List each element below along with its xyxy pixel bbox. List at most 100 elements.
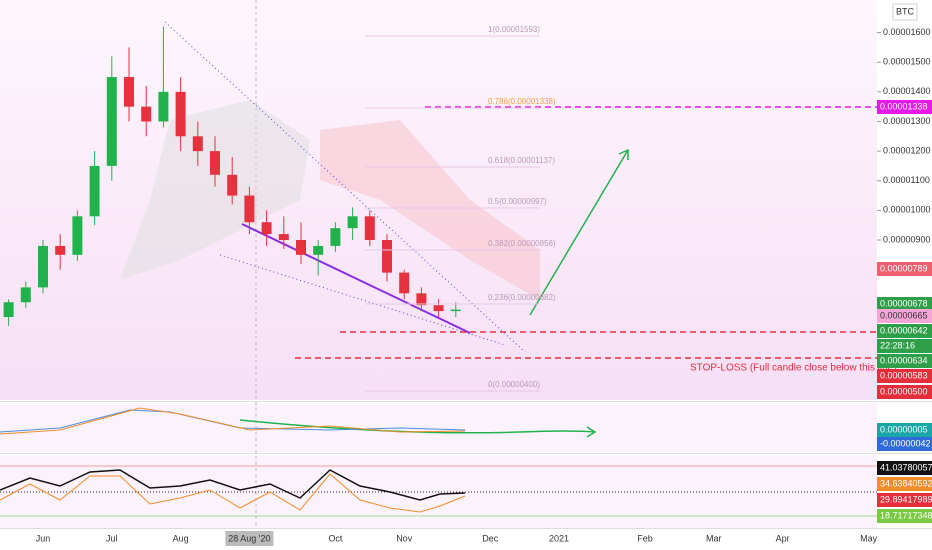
y-tick-label: 0.00001000 bbox=[883, 205, 931, 215]
fib-label: 1(0.00001593) bbox=[488, 25, 540, 34]
price-tag-label: 0.00000634 bbox=[880, 355, 928, 365]
candle-body bbox=[364, 216, 375, 240]
price-tag-bg bbox=[877, 262, 932, 276]
x-tick-label: 2021 bbox=[549, 533, 569, 543]
price-tag-label: 0.00001338 bbox=[880, 101, 928, 111]
crosshair-date-box bbox=[225, 531, 274, 546]
price-tag-label: 18.71717348 bbox=[880, 510, 932, 520]
arrow-head bbox=[618, 148, 629, 160]
x-tick-label: Aug bbox=[173, 533, 189, 543]
candle-body bbox=[261, 222, 272, 235]
x-tick-label: Dec bbox=[482, 533, 499, 543]
support-line bbox=[241, 223, 471, 334]
price-tag: 22:28:16 bbox=[877, 339, 932, 353]
price-tag-bg bbox=[877, 493, 932, 507]
currency-badge bbox=[892, 3, 918, 21]
x-tick-label: 28 Aug '20 bbox=[228, 533, 270, 543]
price-tag: 0.00000678 bbox=[877, 297, 932, 311]
x-tick-label: May bbox=[860, 533, 878, 543]
candle-body bbox=[20, 287, 31, 303]
rsi-line bbox=[0, 469, 466, 501]
price-tag-bg bbox=[877, 369, 932, 383]
x-tick-label: Nov bbox=[396, 533, 413, 543]
y-tick-label: 0.00000900 bbox=[883, 234, 931, 244]
candle-body bbox=[416, 293, 427, 306]
x-tick-label: Oct bbox=[328, 533, 343, 543]
x-tick-label: Feb bbox=[637, 533, 653, 543]
price-tag-bg bbox=[877, 477, 932, 491]
price-tag: -0.00000042 bbox=[877, 437, 932, 451]
price-tag: 0.00000642 bbox=[877, 324, 932, 338]
price-tag-label: 0.00000583 bbox=[880, 370, 928, 380]
price-tag-bg bbox=[877, 297, 932, 311]
signal-line bbox=[0, 407, 466, 435]
y-tick-label: 0.00001200 bbox=[883, 145, 931, 155]
x-tick-label: Jun bbox=[36, 533, 51, 543]
price-tag-bg bbox=[877, 324, 932, 338]
candle-body bbox=[89, 165, 100, 217]
price-tag-label: 29.89417989 bbox=[880, 494, 932, 504]
price-tag-bg bbox=[877, 309, 932, 323]
ichimoku-cloud bbox=[320, 120, 540, 300]
price-tag-label: 0.00000789 bbox=[880, 263, 928, 273]
candle-body bbox=[141, 106, 152, 122]
candle-body bbox=[382, 240, 392, 273]
candle-body bbox=[227, 174, 238, 196]
price-tag-bg bbox=[877, 385, 932, 399]
price-tag: 41.03780057 bbox=[877, 461, 932, 475]
fib-label: 0.5(0.00000997) bbox=[488, 197, 547, 206]
price-tag: 0.00000583 bbox=[877, 369, 932, 383]
price-tag-bg bbox=[877, 339, 932, 353]
candle-body bbox=[106, 77, 117, 166]
fib-label: 0(0.00000400) bbox=[488, 380, 540, 389]
currency: BTC bbox=[896, 6, 915, 16]
projection-arrow bbox=[529, 149, 629, 316]
stop-loss-label: STOP-LOSS (Full candle close below this … bbox=[690, 363, 897, 374]
price-tag-label: -0.00000042 bbox=[880, 438, 931, 448]
price-tag-bg bbox=[877, 354, 932, 368]
price-tag: 0.00001338 bbox=[877, 100, 932, 114]
candle-body bbox=[158, 91, 169, 122]
candle-body bbox=[347, 216, 358, 229]
price-tag-bg bbox=[877, 437, 932, 451]
candle-body bbox=[124, 77, 134, 107]
candle-body bbox=[244, 195, 255, 223]
price-tag: 0.00000005 bbox=[877, 423, 932, 437]
price-tag: 0.00000665 bbox=[877, 309, 932, 323]
fib-label: 0.618(0.00001137) bbox=[488, 156, 555, 165]
y-tick-label: 0.00001100 bbox=[883, 175, 930, 185]
ichimoku-cloud bbox=[120, 100, 310, 280]
y-tick-label: 0.00001300 bbox=[883, 116, 931, 126]
candle-body bbox=[330, 228, 341, 246]
candle-body bbox=[55, 245, 66, 255]
x-tick-label: Apr bbox=[776, 533, 790, 543]
trend-line bbox=[164, 21, 526, 353]
price-tag-label: 0.00000678 bbox=[880, 298, 928, 308]
arrow-head bbox=[586, 426, 597, 438]
y-tick-label: 0.00001500 bbox=[883, 57, 931, 67]
candle-body bbox=[296, 240, 306, 255]
candle-body bbox=[3, 302, 14, 318]
candle-body bbox=[433, 305, 444, 312]
candle-body bbox=[210, 151, 220, 175]
candle-body bbox=[192, 136, 203, 152]
fib-label: 0.382(0.00000856) bbox=[488, 239, 556, 248]
y-tick-label: 0.00001600 bbox=[883, 27, 931, 37]
price-tag: 18.71717348 bbox=[877, 509, 932, 523]
fib-label: 0.786(0.00001338) bbox=[488, 97, 556, 106]
candle-body bbox=[450, 309, 461, 312]
price-tag: 0.00000634 bbox=[877, 354, 932, 368]
candle-body bbox=[72, 216, 83, 255]
candle-body bbox=[38, 245, 48, 288]
candle-body bbox=[278, 234, 289, 240]
price-tag: 0.00000789 bbox=[877, 262, 932, 276]
price-tag: 29.89417989 bbox=[877, 493, 932, 507]
price-tag-bg bbox=[877, 509, 932, 523]
price-tag: 0.00000500 bbox=[877, 385, 932, 399]
stoch-line bbox=[0, 473, 466, 513]
price-tag-label: 34.63840592 bbox=[880, 478, 932, 488]
price-tag-bg bbox=[877, 423, 932, 437]
fib-label: 0.236(0.00000682) bbox=[488, 293, 556, 302]
price-tag-label: 0.00000500 bbox=[880, 386, 928, 396]
